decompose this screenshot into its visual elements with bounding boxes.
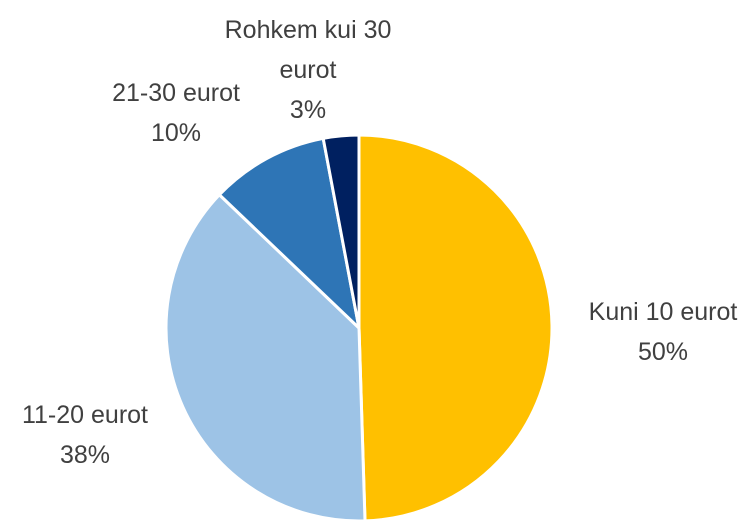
data-label: Rohkem kui 30 eurot 3% (203, 10, 413, 130)
data-label: Kuni 10 eurot 50% (563, 292, 752, 372)
pie-slice (321, 133, 361, 330)
data-label: 21-30 eurot 10% (76, 73, 276, 153)
category-label: Kuni 10 eurot (588, 298, 738, 326)
data-label: 11-20 eurot 38% (0, 395, 185, 475)
pie-slice (357, 133, 554, 523)
value-label: 10% (150, 119, 202, 147)
value-label: 38% (59, 441, 111, 469)
value-label: 3% (289, 96, 327, 124)
category-label: Rohkem kui 30 eurot (224, 16, 392, 84)
pie-slice (217, 136, 361, 330)
value-label: 50% (637, 338, 689, 366)
category-label: 21-30 eurot (112, 79, 240, 107)
pie-slice (164, 193, 367, 523)
category-label: 11-20 eurot (21, 401, 148, 429)
